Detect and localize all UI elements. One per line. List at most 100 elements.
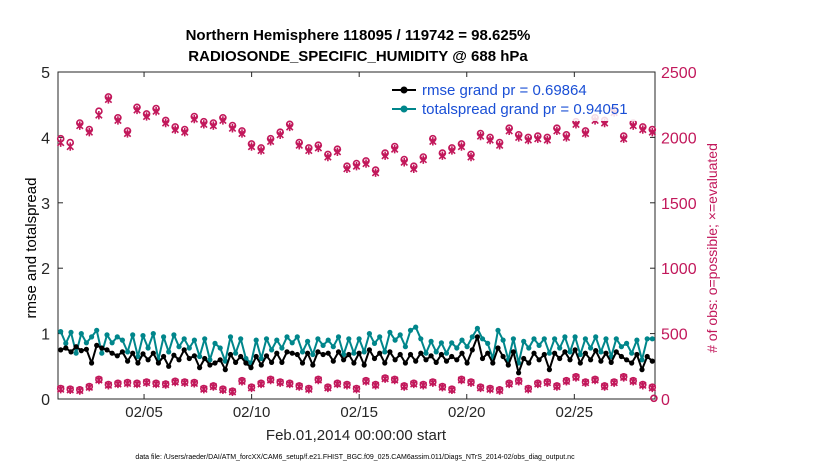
left-tick-label: 3 (41, 196, 50, 213)
rmse-point (495, 345, 501, 351)
evaluated-obs-low-point (648, 383, 657, 393)
rmse-point (202, 355, 208, 362)
rmse-point (299, 360, 306, 366)
evaluated-obs-low-point (476, 383, 485, 393)
rmse-series (58, 334, 655, 376)
evaluated-obs-point (419, 155, 428, 164)
totalspread-point (361, 349, 367, 355)
rmse-point (454, 357, 460, 363)
evaluated-obs-point (486, 135, 494, 145)
left-tick-label: 1 (41, 327, 50, 344)
totalspread-point (269, 347, 275, 353)
evaluated-obs-low-point (457, 375, 466, 385)
rmse-point (521, 355, 527, 362)
rmse-point (222, 367, 228, 373)
evaluated-obs-point (123, 129, 132, 138)
totalspread-point (495, 327, 501, 333)
evaluated-obs-point (219, 116, 227, 125)
totalspread-point (464, 344, 470, 350)
evaluated-obs-point (161, 118, 170, 128)
totalspread-point (557, 345, 563, 351)
rmse-point (649, 358, 655, 364)
totalspread-point (191, 337, 197, 343)
evaluated-obs-low-point (448, 385, 456, 395)
rmse-point (181, 347, 187, 353)
right-tick-label: 1500 (661, 196, 697, 213)
rmse-point (161, 353, 167, 360)
evaluated-obs-point (543, 135, 552, 145)
evaluated-obs-point (56, 138, 65, 147)
evaluated-obs-low-point (209, 382, 218, 391)
left-tick-label: 0 (41, 392, 50, 409)
totalspread-point (526, 345, 532, 351)
evaluated-obs-point (371, 168, 380, 177)
evaluated-obs-low-point (276, 378, 284, 387)
y-axis-label-right: # of obs: o=possible; ×=evaluated (704, 143, 720, 353)
evaluated-obs-low-point (123, 379, 132, 388)
evaluated-obs-low-point (257, 379, 265, 389)
totalspread-point (572, 334, 578, 340)
evaluated-obs-low-point (219, 385, 227, 395)
totalspread-point (531, 336, 537, 342)
evaluated-obs-low-point (514, 377, 523, 386)
right-tick-label: 0 (661, 392, 670, 409)
rmse-point (629, 360, 635, 366)
evaluated-obs-point (95, 110, 103, 120)
rmse-point (166, 363, 172, 369)
totalspread-point (428, 338, 434, 344)
evaluated-obs-low-point (371, 381, 380, 390)
rmse-point (109, 350, 115, 356)
totalspread-point (366, 331, 372, 337)
totalspread-point (418, 336, 424, 342)
rmse-point (469, 347, 475, 353)
rmse-point (68, 349, 74, 355)
rmse-point (644, 353, 650, 360)
rmse-point (212, 360, 218, 366)
evaluated-obs-point (238, 129, 246, 138)
rmse-point (402, 360, 408, 366)
rmse-point (83, 346, 89, 352)
totalspread-point (459, 337, 465, 343)
totalspread-point (109, 340, 115, 346)
data-file-footer: data file: /Users/raeder/DAI/ATM_forcXX/… (135, 454, 575, 461)
rmse-point (63, 345, 69, 351)
evaluated-obs-low-point (314, 375, 323, 385)
totalspread-point (274, 337, 280, 343)
evaluated-obs-low-point (171, 377, 179, 387)
rmse-point (541, 351, 547, 358)
evaluated-obs-point (381, 151, 389, 160)
totalspread-point (305, 338, 311, 344)
evaluated-obs-low-point (95, 375, 103, 385)
evaluated-obs-point (343, 164, 351, 173)
totalspread-point (58, 329, 64, 335)
rmse-point (104, 347, 110, 353)
totalspread-point (150, 331, 156, 337)
totalspread-point (73, 350, 79, 356)
evaluated-obs-point (295, 141, 304, 150)
totalspread-series (58, 324, 655, 366)
totalspread-point (603, 336, 609, 342)
totalspread-point (454, 345, 460, 351)
evaluated-obs-low-point (161, 380, 170, 389)
totalspread-point (644, 336, 650, 342)
rmse-point (438, 351, 444, 358)
evaluated-obs-point (352, 161, 361, 171)
evaluated-obs-low-point (495, 386, 504, 395)
evaluated-obs-low-point (610, 378, 618, 387)
totalspread-point (567, 349, 573, 355)
evaluated-obs-point (639, 125, 647, 134)
evaluated-obs-point (505, 126, 513, 136)
rmse-point (294, 351, 300, 358)
rmse-point (263, 353, 270, 359)
rmse-point (269, 359, 275, 365)
evaluated-obs-low-point (114, 379, 122, 389)
evaluated-obs-point (562, 133, 571, 142)
totalspread-point (613, 336, 619, 342)
rmse-point (603, 350, 609, 356)
evaluated-obs-low-point (305, 384, 313, 394)
rmse-point (624, 357, 630, 363)
totalspread-point (346, 336, 352, 342)
totalspread-point (135, 353, 141, 360)
evaluated-obs-low-point (142, 378, 151, 387)
totalspread-point (618, 344, 625, 350)
